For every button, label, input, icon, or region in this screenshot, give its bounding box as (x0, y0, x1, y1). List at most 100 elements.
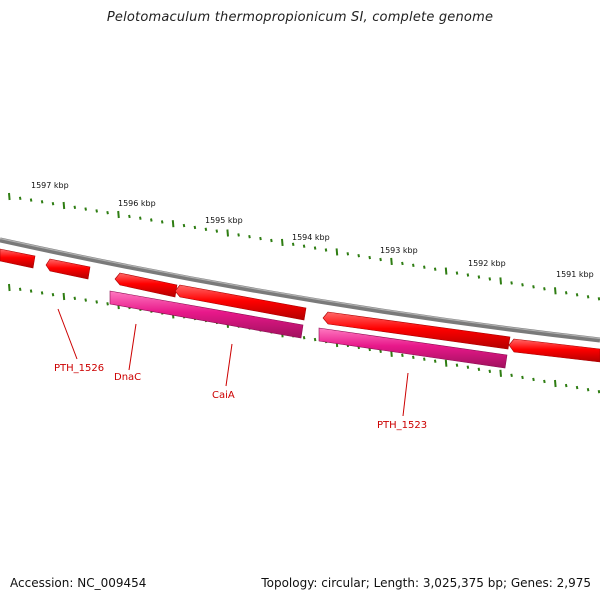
major-tick (171, 220, 175, 228)
minor-tick (433, 267, 437, 271)
minor-tick (543, 287, 546, 291)
gene-label-pth1526[interactable]: PTH_1526 (54, 363, 104, 374)
major-tick (554, 287, 557, 295)
tick-label-1593: 1593 kbp (380, 246, 418, 255)
minor-tick (73, 205, 77, 209)
minor-tick (488, 369, 492, 373)
gene-label-caia[interactable]: CaiA (212, 390, 235, 401)
minor-tick (106, 302, 109, 306)
minor-tick (488, 277, 492, 281)
minor-tick (95, 300, 98, 304)
major-tick (499, 369, 502, 377)
minor-tick (510, 281, 513, 285)
minor-tick (160, 220, 164, 224)
minor-tick (18, 287, 22, 291)
tick-label-1597: 1597 kbp (31, 181, 69, 190)
minor-tick (543, 379, 546, 384)
major-tick (390, 257, 393, 265)
minor-tick (521, 283, 524, 287)
gene-arrow[interactable] (0, 248, 36, 269)
minor-tick (84, 207, 87, 211)
gene-arrow[interactable] (174, 284, 307, 321)
map-title: Pelotomaculum thermopropionicum SI, comp… (106, 10, 494, 25)
minor-tick (18, 196, 22, 200)
gene-labels: PTH_1526 DnaC CaiA PTH_1523 (54, 363, 427, 431)
minor-tick (412, 355, 415, 359)
minor-tick (182, 223, 186, 228)
minor-tick (368, 255, 371, 260)
outer-tick-ring (8, 192, 600, 301)
minor-tick (575, 385, 579, 390)
minor-tick (510, 373, 513, 377)
minor-tick (106, 211, 109, 215)
major-tick (499, 277, 502, 285)
minor-tick (379, 257, 382, 262)
minor-tick (586, 388, 590, 392)
minor-tick (477, 367, 481, 371)
minor-tick (51, 293, 55, 297)
minor-tick (40, 200, 44, 204)
gene-bar[interactable] (109, 290, 304, 339)
minor-tick (564, 291, 568, 295)
minor-tick (597, 297, 600, 301)
major-tick (281, 238, 284, 246)
minor-tick (291, 242, 295, 246)
minor-tick (95, 209, 98, 213)
minor-tick (564, 383, 568, 388)
minor-tick (532, 377, 535, 382)
genes-label: Genes: (510, 576, 553, 590)
minor-tick (455, 271, 459, 275)
minor-tick (313, 337, 317, 342)
major-tick (62, 292, 66, 301)
minor-tick (455, 363, 459, 367)
minor-tick (477, 275, 481, 279)
minor-tick (532, 285, 535, 289)
minor-tick (423, 265, 426, 269)
accession-info: Accession: NC_009454 (10, 576, 146, 590)
gene-arrow[interactable] (45, 258, 91, 280)
red-gene-track (0, 248, 600, 363)
topology-label: Topology: (261, 576, 318, 590)
minor-tick (313, 246, 317, 250)
minor-tick (29, 198, 33, 202)
minor-tick (248, 235, 251, 239)
minor-tick (597, 390, 600, 394)
minor-tick (357, 254, 360, 258)
gene-leaders (57, 308, 409, 417)
minor-tick (73, 296, 77, 300)
minor-tick (302, 244, 306, 248)
topology-value: circular (321, 576, 366, 590)
minor-tick (139, 216, 142, 220)
tick-labels: 1597 kbp 1596 kbp 1595 kbp 1594 kbp 1593… (31, 181, 594, 279)
minor-tick (521, 375, 524, 380)
gene-arrow[interactable] (508, 338, 600, 363)
minor-tick (204, 227, 208, 231)
minor-tick (51, 202, 55, 206)
minor-tick (433, 359, 437, 363)
pink-gene-track (109, 290, 508, 369)
genes-value: 2,975 (556, 576, 591, 590)
minor-tick (215, 229, 219, 233)
major-tick (444, 267, 448, 275)
minor-tick (193, 225, 197, 230)
chromosome-backbone (0, 237, 600, 343)
minor-tick (270, 238, 273, 243)
accession-value: NC_009454 (77, 576, 147, 590)
minor-tick (575, 293, 579, 297)
minor-tick (379, 349, 382, 353)
major-tick (62, 201, 66, 210)
minor-tick (466, 273, 470, 277)
gene-label-pth1523[interactable]: PTH_1523 (377, 420, 427, 431)
minor-tick (324, 248, 328, 252)
gene-label-dnac[interactable]: DnaC (114, 372, 141, 383)
minor-tick (259, 236, 262, 241)
accession-label: Accession: (10, 576, 74, 590)
minor-tick (40, 291, 44, 295)
gene-arrow[interactable] (114, 272, 178, 298)
gene-arrow[interactable] (322, 311, 511, 350)
major-tick (8, 283, 11, 292)
major-tick (335, 248, 339, 256)
major-tick (117, 210, 120, 219)
gene-bar[interactable] (318, 327, 508, 369)
